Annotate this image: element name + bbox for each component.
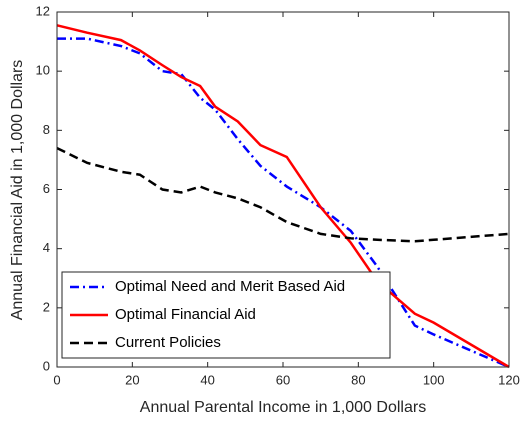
x-tick-label: 20 (125, 372, 139, 387)
y-tick-label: 6 (43, 181, 50, 196)
y-tick-label: 8 (43, 122, 50, 137)
legend-label: Optimal Financial Aid (115, 306, 256, 323)
y-tick-label: 4 (43, 240, 50, 255)
x-tick-label: 80 (351, 372, 365, 387)
legend-label: Current Policies (115, 334, 221, 351)
line-series (57, 37, 510, 369)
x-tick-label: 100 (423, 372, 445, 387)
y-axis-title: Annual Financial Aid in 1,000 Dollars (9, 60, 26, 321)
x-tick-label: 0 (53, 372, 60, 387)
legend-label: Optimal Need and Merit Based Aid (115, 278, 345, 295)
x-tick-label: 60 (276, 372, 290, 387)
x-tick-label: 120 (498, 372, 520, 387)
y-tick-label: 0 (43, 358, 50, 373)
y-tick-label: 2 (43, 299, 50, 314)
legend-box (61, 271, 391, 359)
line-series (56, 146, 510, 243)
y-tick-label: 10 (36, 63, 50, 78)
y-tick-label: 12 (36, 3, 50, 18)
x-tick-label: 40 (200, 372, 214, 387)
x-axis-title: Annual Parental Income in 1,000 Dollars (140, 399, 426, 416)
plot-frame (56, 11, 510, 368)
